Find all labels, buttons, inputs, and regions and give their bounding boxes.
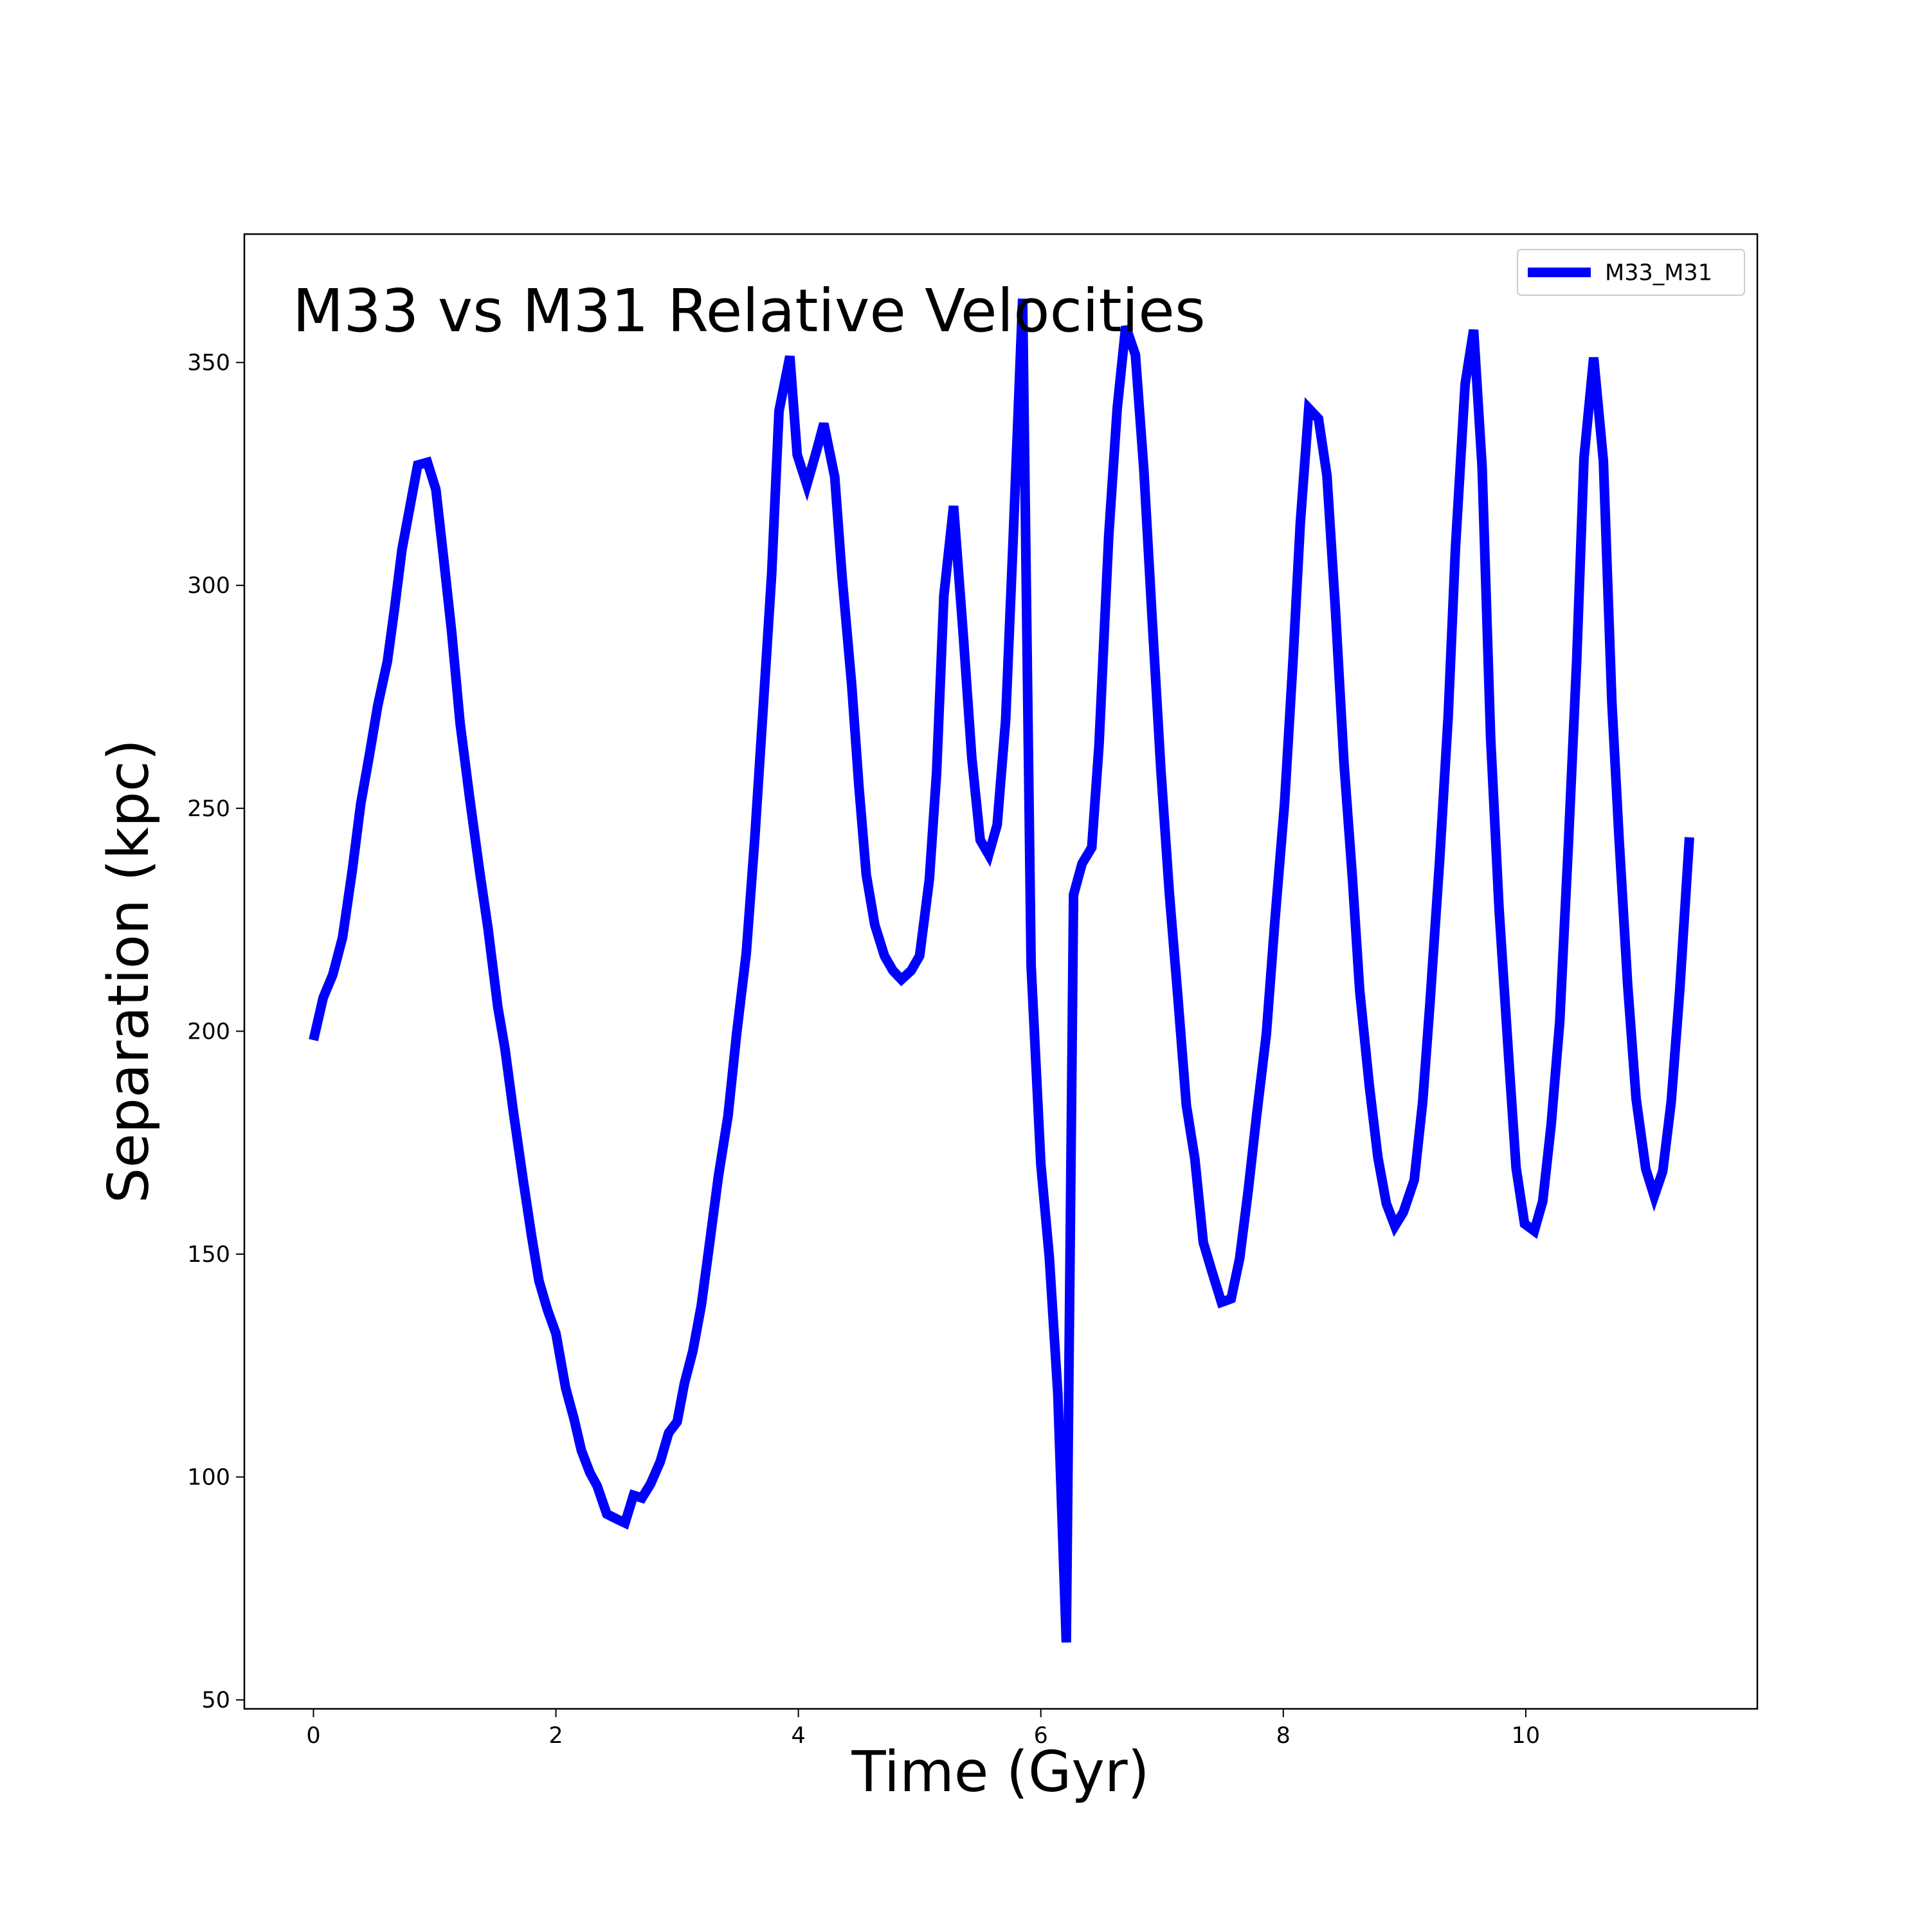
x-axis-label: Time (Gyr) (851, 1739, 1149, 1805)
y-tick-label: 200 (187, 1019, 230, 1044)
plot-frame (243, 233, 1759, 1710)
x-tick-label: 0 (306, 1723, 320, 1749)
chart-title: M33 vs M31 Relative Velocities (293, 277, 1206, 345)
x-tick-label: 10 (1512, 1723, 1541, 1749)
x-tick-label: 8 (1276, 1723, 1291, 1749)
y-axis-label: Separation (kpc) (96, 739, 161, 1203)
x-tick-label: 4 (791, 1723, 805, 1749)
y-tick-label: 350 (187, 351, 230, 376)
data-line (309, 298, 1694, 1643)
legend-box (1517, 249, 1745, 296)
y-tick-label: 300 (187, 573, 230, 599)
legend-label: M33_M31 (1605, 260, 1712, 286)
y-tick-label: 50 (201, 1688, 230, 1713)
x-tick-label: 2 (548, 1723, 563, 1749)
x-tick-label: 6 (1034, 1723, 1048, 1749)
y-tick-label: 100 (187, 1465, 230, 1491)
y-tick-label: 250 (187, 796, 230, 822)
y-tick-label: 150 (187, 1242, 230, 1268)
